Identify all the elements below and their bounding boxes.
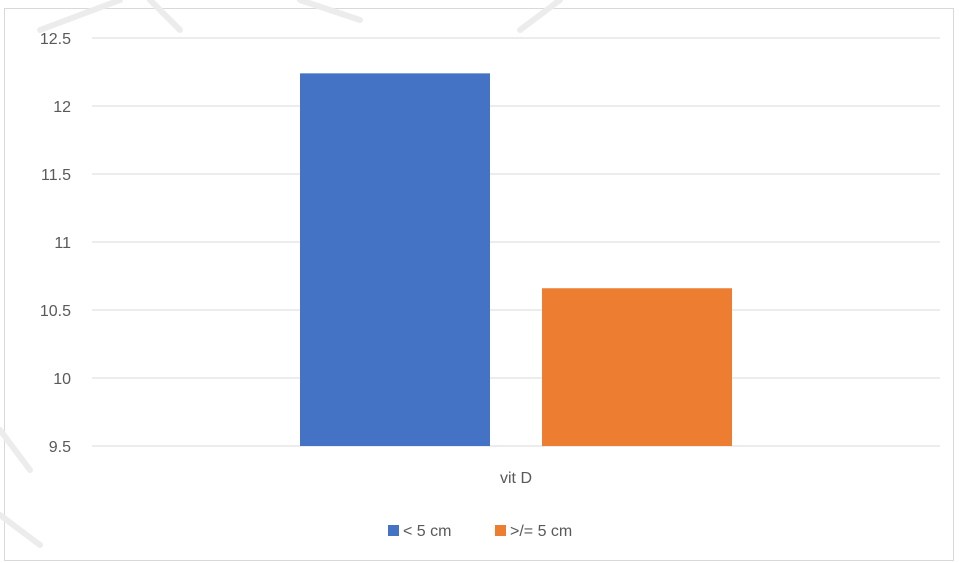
gridlines (92, 37, 940, 447)
y-axis-tick-labels: 12.5 12 11.5 11 10.5 10 9.5 (40, 31, 71, 456)
y-tick-label: 9.5 (49, 439, 71, 456)
legend-label: < 5 cm (403, 523, 451, 540)
x-axis-tick-labels: vit D (500, 470, 532, 487)
y-tick-label: 11 (54, 235, 71, 252)
y-tick-label: 11.5 (41, 167, 71, 184)
bar-gte-5cm (542, 288, 732, 446)
legend-swatch (388, 525, 399, 536)
y-tick-label: 12.5 (40, 31, 71, 48)
legend-swatch (495, 525, 506, 536)
legend: < 5 cm >/= 5 cm (388, 523, 572, 540)
bars (300, 73, 732, 447)
y-tick-label: 10 (53, 371, 71, 388)
y-tick-label: 12 (53, 99, 71, 116)
legend-label: >/= 5 cm (510, 523, 572, 540)
y-tick-label: 10.5 (40, 303, 71, 320)
bar-lt-5cm (300, 73, 490, 447)
x-tick-label: vit D (500, 470, 532, 487)
